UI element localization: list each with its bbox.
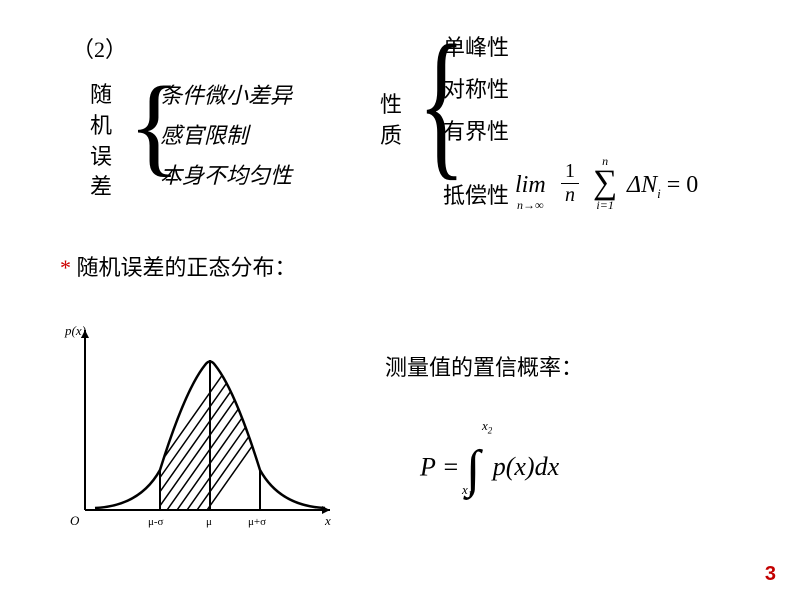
compensation-formula: lim n→∞ 1 n n ∑ i=1 ΔNi = 0 <box>515 172 546 199</box>
integral-lhs: P = <box>420 452 466 481</box>
tick-2: μ <box>206 516 212 528</box>
left-item-3: 本身不均匀性 <box>160 158 292 190</box>
formula-rhs: = 0 <box>667 172 699 198</box>
tick-1: μ-σ <box>148 516 164 528</box>
delta-sub: i <box>657 186 661 201</box>
normal-curve-figure: p(x) O x μ-σ <box>60 320 340 540</box>
right-item-3: 有界性 <box>443 114 509 146</box>
right-group-label: 性质 <box>380 90 402 152</box>
left-group-label: 随机误差 <box>90 80 112 203</box>
lim-sub: n→∞ <box>517 198 544 213</box>
right-item-4: 抵偿性 <box>443 178 509 210</box>
frac-top: 1 <box>561 160 579 184</box>
delta-term: ΔN <box>627 172 657 198</box>
left-group-label-text: 随机误差 <box>90 82 112 199</box>
lim-text: lim <box>515 172 546 198</box>
page-number: 3 <box>765 563 776 586</box>
sum-bottom: i=1 <box>593 198 617 213</box>
integral-formula: P = x2 ∫ x1 p(x)dx <box>420 440 559 499</box>
left-item-2: 感官限制 <box>160 118 248 150</box>
frac-bottom: n <box>561 184 579 207</box>
normal-distribution-title: * 随机误差的正态分布： <box>60 250 297 282</box>
right-item-1: 单峰性 <box>443 30 509 62</box>
int-lower-sub: 1 <box>468 490 473 500</box>
tick-3: μ+σ <box>248 516 266 528</box>
right-group-label-text: 性质 <box>380 92 402 148</box>
axis-origin: O <box>70 513 80 528</box>
asterisk-icon: * <box>60 255 71 280</box>
section-number: （2） <box>72 32 127 64</box>
confidence-title: 测量值的置信概率： <box>385 350 583 382</box>
sum-symbol-icon: ∑ <box>593 169 617 198</box>
right-item-2: 对称性 <box>443 72 509 104</box>
left-item-1: 条件微小差异 <box>160 78 292 110</box>
normal-title-text: 随机误差的正态分布： <box>71 255 297 280</box>
integrand: p(x)dx <box>493 452 559 481</box>
axis-x-label: x <box>324 513 331 528</box>
axis-y-label: p(x) <box>64 323 86 338</box>
hatched-region <box>120 350 320 520</box>
int-upper-sub: 2 <box>488 426 493 436</box>
slide: （2） 随机误差 { 条件微小差异 感官限制 本身不均匀性 性质 { 单峰性 对… <box>0 0 800 600</box>
